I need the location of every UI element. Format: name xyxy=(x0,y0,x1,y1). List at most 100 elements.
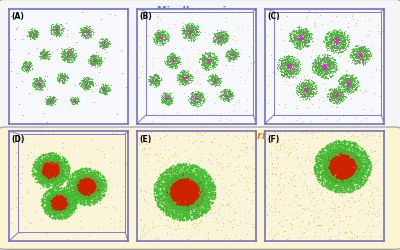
Point xyxy=(355,160,362,164)
Point xyxy=(177,76,184,80)
Point xyxy=(349,161,355,165)
Point xyxy=(362,163,369,167)
Point xyxy=(201,60,207,64)
Point xyxy=(172,216,178,220)
Point xyxy=(76,81,83,85)
Point xyxy=(164,95,171,99)
Point xyxy=(103,186,109,190)
Point xyxy=(361,160,367,164)
Point xyxy=(62,208,68,212)
Point xyxy=(327,162,334,166)
Point xyxy=(169,200,176,204)
Point xyxy=(326,170,332,174)
Point xyxy=(50,173,56,177)
Point xyxy=(214,39,221,43)
Point xyxy=(204,182,210,186)
Point xyxy=(305,83,311,87)
Point xyxy=(37,82,44,86)
Point xyxy=(61,200,68,204)
Point xyxy=(334,40,340,44)
Point xyxy=(154,36,161,40)
Point xyxy=(192,176,198,180)
Point xyxy=(46,203,52,207)
Point xyxy=(312,63,318,67)
Point xyxy=(181,189,188,193)
Point xyxy=(174,208,180,212)
Point xyxy=(198,212,204,216)
Point xyxy=(250,142,256,146)
Point xyxy=(182,192,188,196)
Point xyxy=(215,78,221,82)
Point xyxy=(189,30,195,34)
Point xyxy=(292,63,298,67)
Point xyxy=(34,78,40,82)
Point xyxy=(165,177,172,181)
Point xyxy=(328,34,334,38)
Point xyxy=(62,57,69,61)
Point xyxy=(45,155,51,159)
Point xyxy=(86,176,92,180)
Point xyxy=(319,182,326,186)
Point xyxy=(176,187,182,191)
Point xyxy=(298,37,304,41)
Point xyxy=(303,84,309,87)
Point xyxy=(328,153,335,157)
Point xyxy=(316,161,323,165)
Point xyxy=(182,189,189,193)
Point xyxy=(285,66,291,70)
Point xyxy=(44,198,50,202)
Point xyxy=(50,158,56,162)
Point xyxy=(80,192,86,196)
Point xyxy=(46,156,52,160)
Point xyxy=(57,209,63,213)
Point xyxy=(169,170,176,174)
Point xyxy=(41,176,47,180)
Point xyxy=(186,173,192,177)
Point xyxy=(183,206,190,210)
Point xyxy=(53,199,59,203)
Point xyxy=(56,165,62,169)
Point xyxy=(52,203,58,207)
Point xyxy=(227,95,233,99)
Point xyxy=(81,194,88,198)
Point xyxy=(76,172,82,175)
Point xyxy=(13,27,20,31)
Point xyxy=(265,132,272,136)
Point xyxy=(172,64,178,68)
Point xyxy=(315,222,322,226)
Point xyxy=(360,162,366,166)
Point xyxy=(312,168,318,172)
Point xyxy=(345,151,351,155)
Point xyxy=(157,33,163,37)
Point xyxy=(339,168,345,172)
Point xyxy=(359,183,365,187)
Point xyxy=(186,192,192,196)
Point xyxy=(98,60,104,64)
Point xyxy=(173,76,180,80)
Point xyxy=(328,172,334,176)
Point xyxy=(202,64,208,68)
Point xyxy=(323,58,329,62)
Point xyxy=(163,98,169,102)
Point xyxy=(330,163,337,167)
Point xyxy=(327,173,333,177)
Point xyxy=(207,178,213,182)
Point xyxy=(44,203,51,207)
Point xyxy=(89,178,95,182)
Point xyxy=(350,174,357,178)
Point xyxy=(52,193,58,197)
Point xyxy=(35,82,41,86)
Point xyxy=(45,210,52,214)
Point xyxy=(195,176,202,180)
Point xyxy=(322,166,328,170)
Point xyxy=(312,166,318,170)
Point xyxy=(342,144,348,148)
Point xyxy=(178,176,185,180)
Point xyxy=(192,25,198,29)
Point xyxy=(182,172,188,176)
Point xyxy=(58,179,64,183)
Point xyxy=(326,169,332,173)
Point xyxy=(49,94,56,98)
Point xyxy=(47,191,53,195)
Point xyxy=(195,178,202,182)
